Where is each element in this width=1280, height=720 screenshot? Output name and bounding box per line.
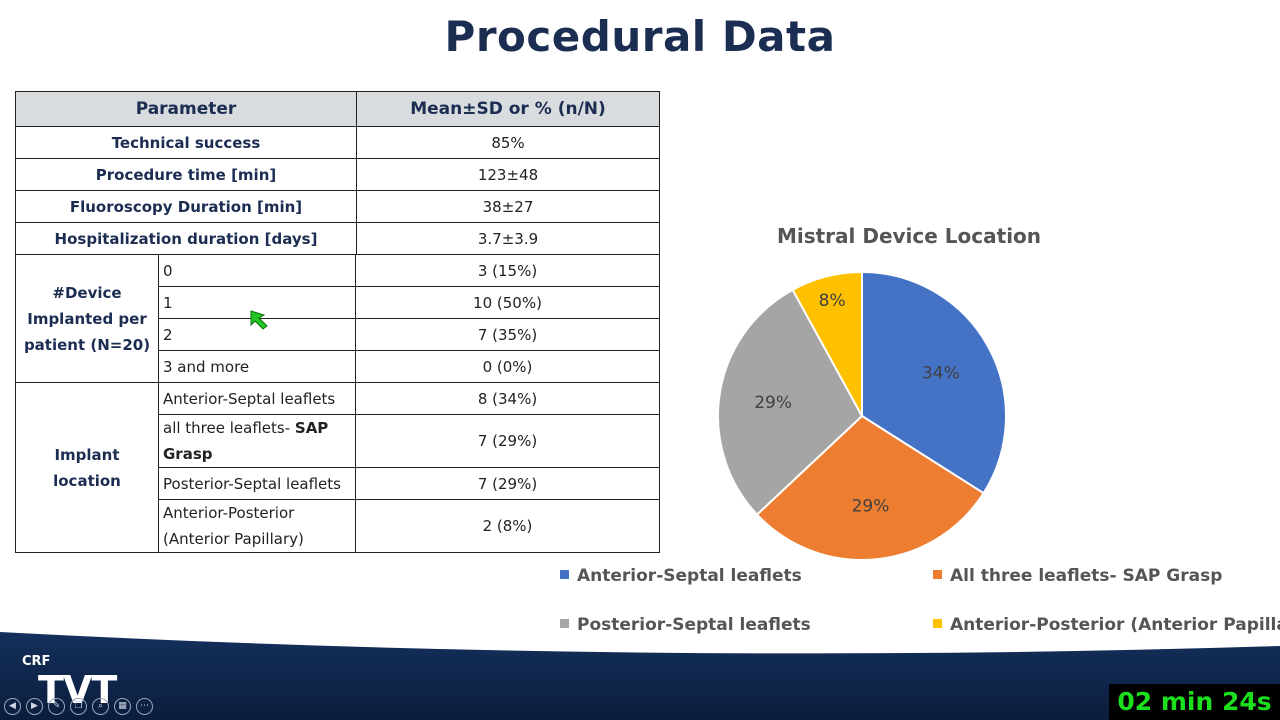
- value-cell: 3 (15%): [355, 254, 660, 287]
- more-icon[interactable]: ⋯: [136, 698, 153, 715]
- pie-slice: [791, 270, 863, 417]
- value-cell: 8 (34%): [355, 382, 660, 415]
- grid-icon[interactable]: ▦: [114, 698, 131, 715]
- sub-parameter-cell: 3 and more: [158, 350, 356, 383]
- value-cell: 2 (8%): [355, 499, 660, 553]
- legend-swatch: [560, 618, 569, 628]
- value-cell: 10 (50%): [355, 286, 660, 319]
- pie-slice-label: 29%: [852, 497, 890, 517]
- sub-parameter-cell: 0: [158, 254, 356, 287]
- legend-swatch: [933, 618, 942, 628]
- pie-slice-label: 8%: [819, 291, 846, 311]
- column-header: Parameter: [15, 91, 357, 127]
- table-row: all three leaflets- SAP Grasp 7 (29%): [16, 414, 660, 468]
- legend-item: Anterior-Septal leaflets: [560, 566, 802, 586]
- table-row: Implant location Anterior-Septal leaflet…: [15, 382, 660, 553]
- cursor-arrow-icon: [250, 310, 268, 330]
- sub-parameter-bold-text: SAP Grasp: [163, 419, 329, 463]
- legend-label: Posterior-Septal leaflets: [577, 615, 811, 635]
- table-row: #Device Implanted per patient (N=20) 0 3…: [15, 254, 660, 383]
- value-cell: 123±48: [356, 158, 660, 191]
- parameter-cell: Hospitalization duration [days]: [15, 222, 357, 255]
- sub-parameter-cell: Posterior-Septal leaflets: [158, 467, 356, 500]
- sub-parameter-cell: all three leaflets- SAP Grasp: [158, 414, 356, 468]
- device-group-label: #Device Implanted per patient (N=20): [15, 254, 159, 383]
- pie-slice: [755, 414, 985, 561]
- footer-band: [0, 632, 1280, 720]
- legend-item: Anterior-Posterior (Anterior Papillary: [933, 615, 1280, 635]
- value-cell: 7 (29%): [355, 414, 660, 468]
- pie-slice-label: 34%: [922, 364, 960, 384]
- next-icon[interactable]: ▶: [26, 698, 43, 715]
- timer: 02 min 24s: [1109, 684, 1280, 720]
- sub-parameter-cell: Anterior-Septal leaflets: [158, 382, 356, 415]
- value-cell: 0 (0%): [355, 350, 660, 383]
- value-cell: 85%: [356, 126, 660, 159]
- table-row: Hospitalization duration [days] 3.7±3.9: [15, 222, 660, 255]
- legend-label: Anterior-Posterior (Anterior Papillary: [950, 615, 1280, 635]
- column-header: Mean±SD or % (n/N): [356, 91, 660, 127]
- legend-label: Anterior-Septal leaflets: [577, 566, 802, 586]
- table-row: Fluoroscopy Duration [min] 38±27: [15, 190, 660, 223]
- chart-title: Mistral Device Location: [776, 224, 1042, 248]
- table-row: Procedure time [min] 123±48: [15, 158, 660, 191]
- table-row: 3 and more 0 (0%): [16, 350, 660, 383]
- table-row: Anterior-Posterior (Anterior Papillary) …: [16, 499, 660, 553]
- legend-item: Posterior-Septal leaflets: [560, 615, 811, 635]
- slide-title: Procedural Data: [444, 12, 836, 61]
- sub-parameter-cell: Anterior-Posterior (Anterior Papillary): [158, 499, 356, 553]
- legend-swatch: [560, 569, 569, 579]
- pie-slice: [717, 288, 864, 516]
- group-label-line: patient (N=20): [23, 335, 151, 354]
- pie-slice-label: 29%: [754, 393, 792, 413]
- parameter-cell: Procedure time [min]: [15, 158, 357, 191]
- slide-controls: ◀ ▶ ✎ ❐ ⌕ ▦ ⋯: [4, 698, 153, 716]
- value-cell: 3.7±3.9: [356, 222, 660, 255]
- legend-swatch: [933, 569, 942, 579]
- copy-icon[interactable]: ❐: [70, 698, 87, 715]
- table-header-row: Parameter Mean±SD or % (n/N): [15, 91, 660, 127]
- table-row: Technical success 85%: [15, 126, 660, 159]
- legend-item: All three leaflets- SAP Grasp: [933, 566, 1222, 586]
- parameter-cell: Technical success: [15, 126, 357, 159]
- location-group-label: Implant location: [15, 382, 159, 553]
- value-cell: 38±27: [356, 190, 660, 223]
- prev-icon[interactable]: ◀: [4, 698, 21, 715]
- zoom-icon[interactable]: ⌕: [92, 698, 109, 715]
- grouped-data-table: #Device Implanted per patient (N=20) 0 3…: [15, 254, 660, 553]
- legend-label: All three leaflets- SAP Grasp: [950, 566, 1223, 586]
- table-row: Posterior-Septal leaflets 7 (29%): [16, 467, 660, 500]
- pie-chart: 34% 29% 29% 8%: [717, 270, 1007, 561]
- group-label-line: Implanted per: [27, 309, 147, 328]
- crf-logo: CRF: [22, 654, 51, 669]
- pen-icon[interactable]: ✎: [48, 698, 65, 715]
- value-cell: 7 (35%): [355, 318, 660, 351]
- value-cell: 7 (29%): [355, 467, 660, 500]
- sub-parameter-text: all three leaflets-: [163, 419, 295, 437]
- group-label-line: #Device: [52, 283, 122, 302]
- parameter-cell: Fluoroscopy Duration [min]: [15, 190, 357, 223]
- procedural-data-table: Parameter Mean±SD or % (n/N) Technical s…: [15, 91, 660, 255]
